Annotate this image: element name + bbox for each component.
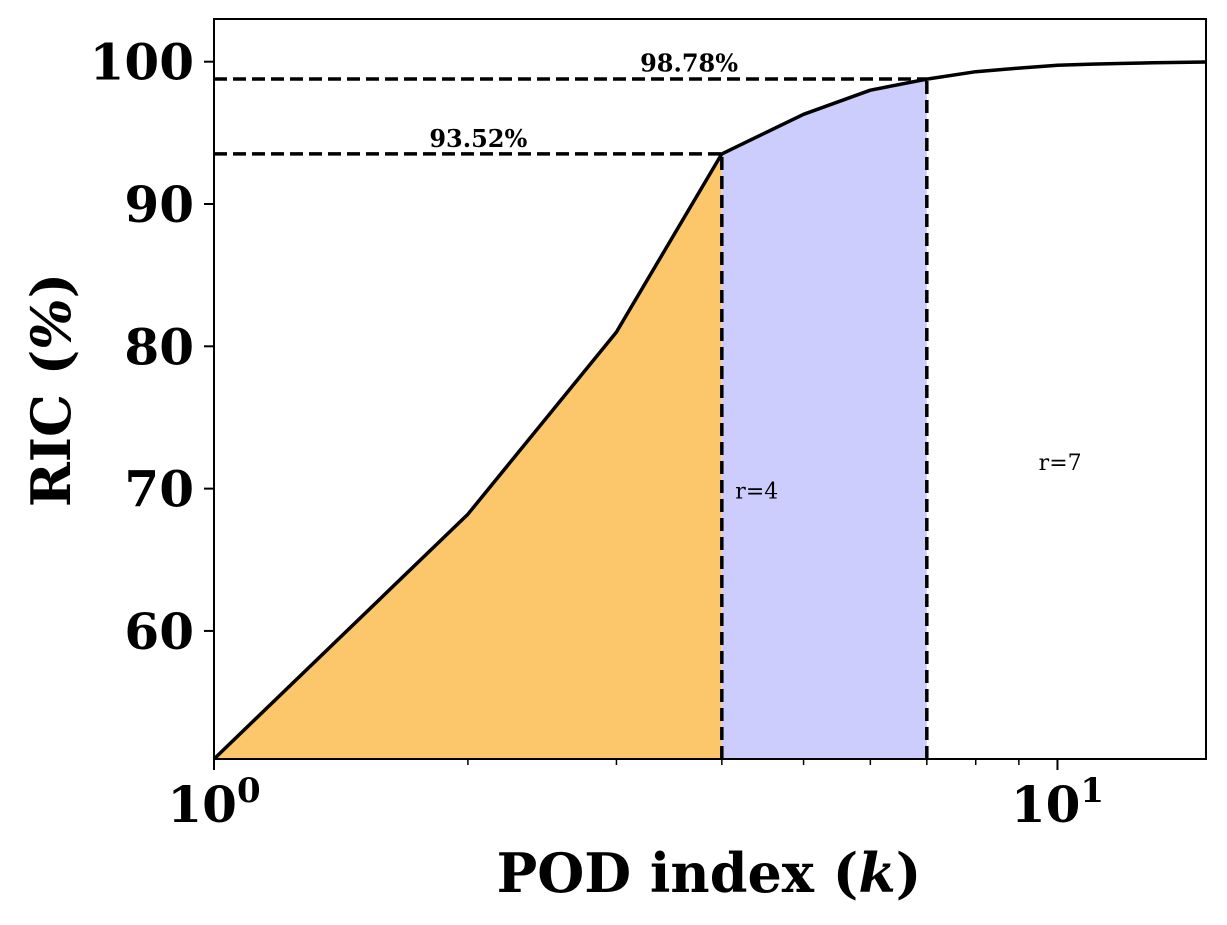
series-layer <box>212 60 1207 761</box>
fill-r7 <box>721 79 927 760</box>
label-r4: r=4 <box>735 480 778 505</box>
plot-frame <box>213 18 1207 760</box>
x-axis-title: POD index (k) <box>497 841 922 905</box>
label-93: 93.52% <box>429 124 527 153</box>
annotations: 93.52% 98.78% r=4 r=7 <box>429 49 1081 505</box>
axis-ticks: 60 70 80 90 100 100 101 <box>90 33 1104 834</box>
y-tick-label-60: 60 <box>124 602 194 661</box>
label-98: 98.78% <box>640 49 738 78</box>
y-tick-label-100: 100 <box>90 33 194 92</box>
ric-series-line <box>212 60 1207 761</box>
fill-layer <box>214 79 927 760</box>
x-tick-label-10: 101 <box>1011 771 1104 834</box>
y-tick-label-90: 90 <box>124 175 194 234</box>
fill-r4 <box>214 153 722 759</box>
x-tick-label-1: 100 <box>167 771 260 834</box>
y-tick-label-70: 70 <box>124 460 194 519</box>
reference-lines <box>214 77 929 759</box>
label-r7: r=7 <box>1039 451 1082 476</box>
y-tick-label-80: 80 <box>124 317 194 376</box>
y-axis-title: RIC (%) <box>19 273 83 507</box>
